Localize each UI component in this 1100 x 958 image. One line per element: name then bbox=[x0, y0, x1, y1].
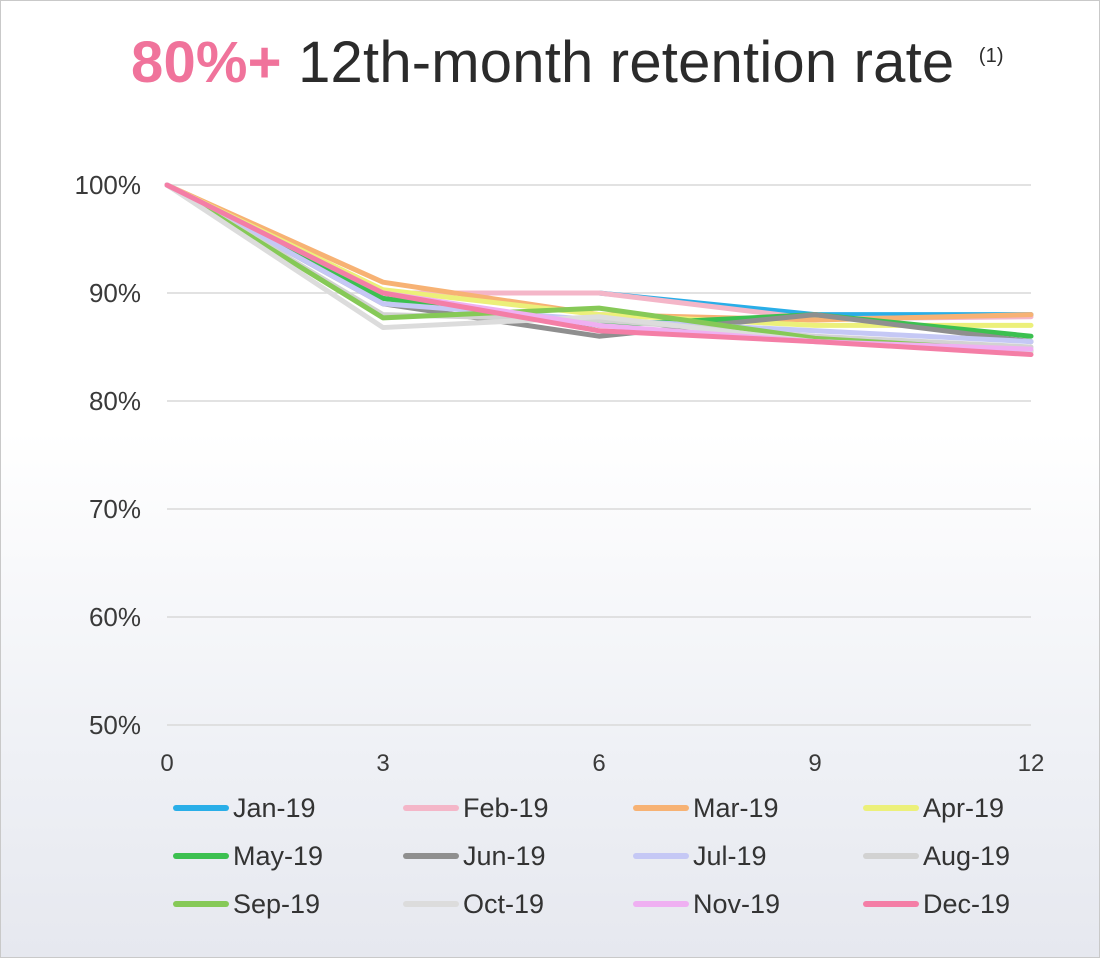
legend-label: Jul-19 bbox=[693, 840, 767, 871]
y-tick-label: 50% bbox=[89, 710, 141, 740]
y-tick-label: 90% bbox=[89, 278, 141, 308]
legend-item: Mar-19 bbox=[633, 789, 863, 827]
chart-legend: Jan-19 Feb-19 Mar-19 Apr-19 May-19 Jun-19 Jul-… bbox=[173, 789, 1053, 923]
legend-item: Feb-19 bbox=[403, 789, 633, 827]
title-main: 12th-month retention rate bbox=[298, 30, 955, 95]
legend-swatch bbox=[173, 853, 229, 859]
legend-label: Feb-19 bbox=[463, 792, 549, 823]
legend-label: Dec-19 bbox=[923, 888, 1011, 919]
legend-item: Sep-19 bbox=[173, 885, 403, 923]
x-tick-label: 6 bbox=[592, 750, 605, 777]
legend-swatch bbox=[863, 901, 919, 907]
series-line-dec-19 bbox=[164, 182, 1034, 358]
legend-label: Aug-19 bbox=[923, 840, 1011, 871]
x-tick-label: 3 bbox=[376, 750, 389, 777]
title-accent: 80%+ bbox=[131, 30, 282, 95]
title-footnote-marker: (1) bbox=[978, 45, 1004, 67]
page-title: 80%+ 12th-month retention rate (1) bbox=[131, 29, 1004, 96]
legend-label: Jan-19 bbox=[233, 792, 316, 823]
legend-label: Sep-19 bbox=[233, 888, 321, 919]
legend-item: Dec-19 bbox=[863, 885, 1093, 923]
legend-item: Jul-19 bbox=[633, 837, 863, 875]
x-tick-label: 12 bbox=[1018, 750, 1045, 777]
legend-label: Oct-19 bbox=[463, 888, 545, 919]
legend-label: Mar-19 bbox=[693, 792, 779, 823]
y-tick-label: 60% bbox=[89, 602, 141, 632]
legend-label: Nov-19 bbox=[693, 888, 781, 919]
legend-label: May-19 bbox=[233, 840, 324, 871]
legend-swatch bbox=[403, 805, 459, 811]
legend-swatch bbox=[633, 805, 689, 811]
legend-swatch bbox=[403, 853, 459, 859]
legend-item: Jun-19 bbox=[403, 837, 633, 875]
y-tick-label: 80% bbox=[89, 386, 141, 416]
legend-label: Jun-19 bbox=[463, 840, 546, 871]
legend-item: Nov-19 bbox=[633, 885, 863, 923]
legend-swatch bbox=[863, 805, 919, 811]
legend-swatch bbox=[173, 901, 229, 907]
legend-item: May-19 bbox=[173, 837, 403, 875]
legend-swatch bbox=[173, 805, 229, 811]
legend-item: Apr-19 bbox=[863, 789, 1093, 827]
legend-item: Aug-19 bbox=[863, 837, 1093, 875]
legend-swatch bbox=[403, 901, 459, 907]
legend-swatch bbox=[863, 853, 919, 859]
legend-item: Jan-19 bbox=[173, 789, 403, 827]
legend-label: Apr-19 bbox=[923, 792, 1005, 823]
legend-swatch bbox=[633, 901, 689, 907]
y-tick-label: 100% bbox=[75, 170, 142, 200]
y-tick-label: 70% bbox=[89, 494, 141, 524]
legend-item: Oct-19 bbox=[403, 885, 633, 923]
x-tick-label: 9 bbox=[808, 750, 821, 777]
legend-swatch bbox=[633, 853, 689, 859]
x-tick-label: 0 bbox=[160, 750, 173, 777]
